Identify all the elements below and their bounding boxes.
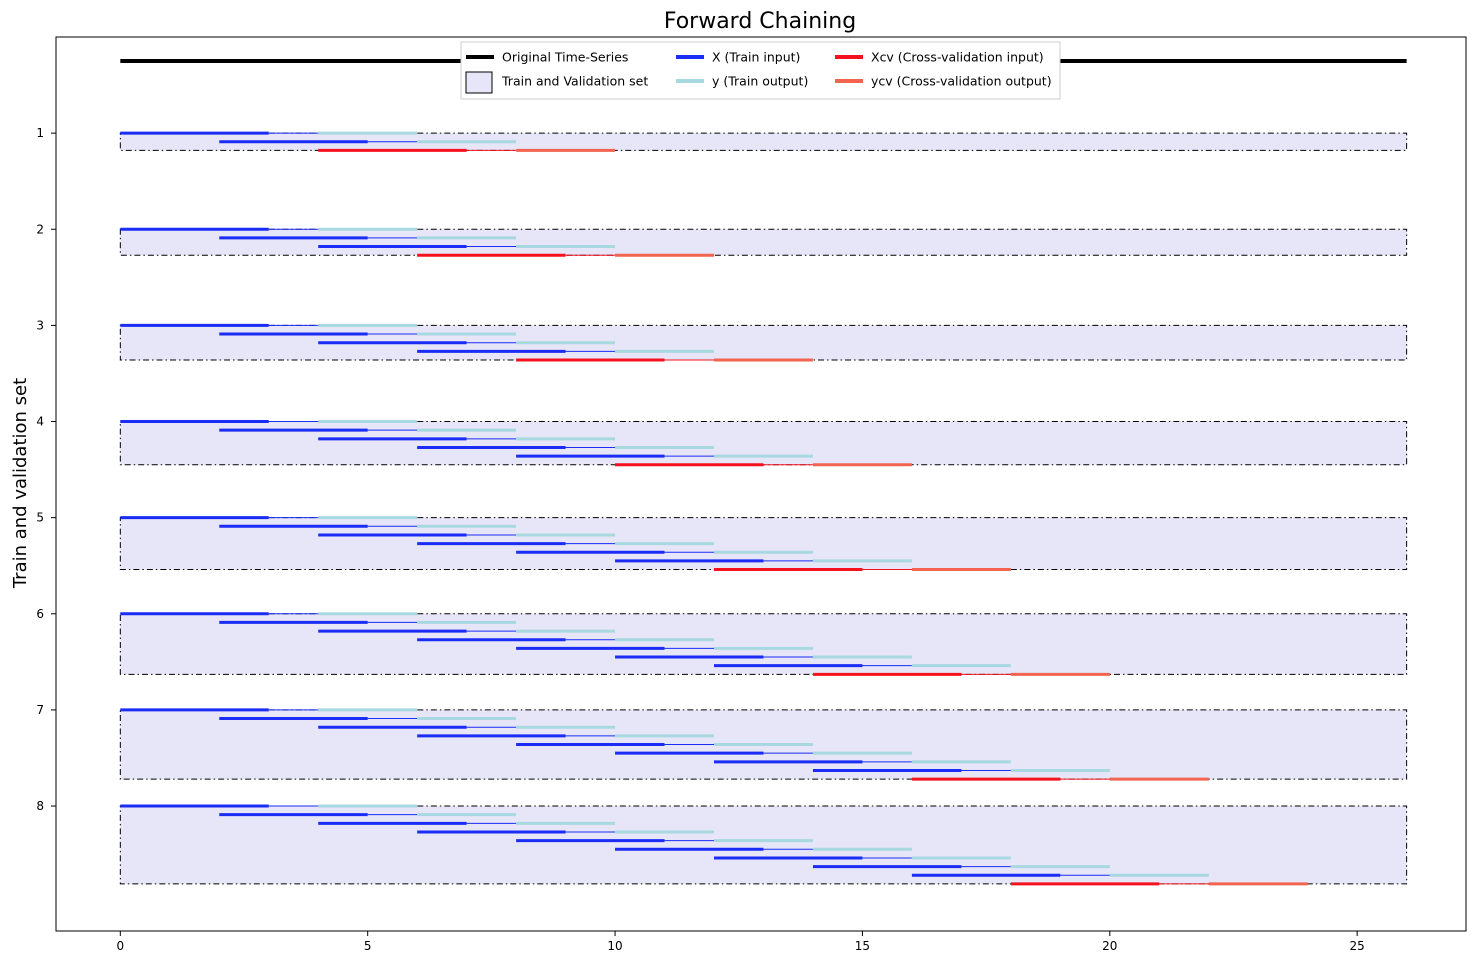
y-axis: 1 2 3 4 5 6 7 8 [36, 126, 56, 813]
legend-label-box: Train and Validation set [501, 74, 648, 89]
x-tick-label: 10 [607, 939, 622, 953]
legend-item-box: Train and Validation set [465, 71, 648, 94]
set-8-box [119, 805, 1408, 885]
y-tick-label: 7 [36, 703, 44, 717]
y-tick-label: 4 [36, 415, 44, 429]
y-tick-label: 1 [36, 126, 44, 140]
legend-item-original: Original Time-Series [466, 50, 628, 65]
x-tick-label: 25 [1350, 939, 1365, 953]
set-3 [119, 323, 1408, 362]
legend-box [460, 41, 1061, 100]
x-tick-label: 0 [116, 939, 124, 953]
set-2 [119, 227, 1408, 257]
legend-swatch-box [465, 71, 493, 94]
set-8 [119, 804, 1408, 886]
set-1-box [119, 132, 1408, 151]
set-3-box [119, 324, 1408, 361]
set-7 [119, 708, 1408, 781]
x-tick-label: 20 [1102, 939, 1117, 953]
legend-label-cv-output: ycv (Cross-validation output) [871, 74, 1052, 89]
plot-frame [55, 36, 1467, 932]
set-1 [119, 131, 1408, 152]
y-tick-label: 8 [36, 799, 44, 813]
set-2-box [119, 228, 1408, 256]
y-tick-label: 6 [36, 607, 44, 621]
x-tick-label: 5 [364, 939, 372, 953]
plot-area [119, 59, 1408, 886]
legend-label-cv-input: Xcv (Cross-validation input) [871, 50, 1044, 65]
set-4-box [119, 421, 1408, 466]
chart-title: Forward Chaining [664, 9, 856, 34]
y-tick-label: 2 [36, 222, 44, 236]
set-5 [119, 516, 1408, 572]
y-tick-label: 3 [36, 318, 44, 332]
legend-label-train-input: X (Train input) [712, 50, 800, 65]
legend-item-cv-output: ycv (Cross-validation output) [835, 74, 1052, 89]
legend-item-train-output: y (Train output) [676, 74, 808, 89]
x-tick-label: 15 [855, 939, 870, 953]
x-axis: 0 5 10 15 20 25 [116, 931, 1365, 953]
y-axis-label: Train and validation set [10, 378, 31, 589]
legend-label-train-output: y (Train output) [712, 74, 808, 89]
legend-item-cv-input: Xcv (Cross-validation input) [835, 50, 1044, 65]
legend: Original Time-Series Train and Validation… [460, 41, 1061, 100]
legend-item-train-input: X (Train input) [676, 50, 800, 65]
legend-label-original: Original Time-Series [502, 50, 628, 65]
set-6 [119, 612, 1408, 676]
set-4 [119, 420, 1408, 467]
y-tick-label: 5 [36, 511, 44, 525]
